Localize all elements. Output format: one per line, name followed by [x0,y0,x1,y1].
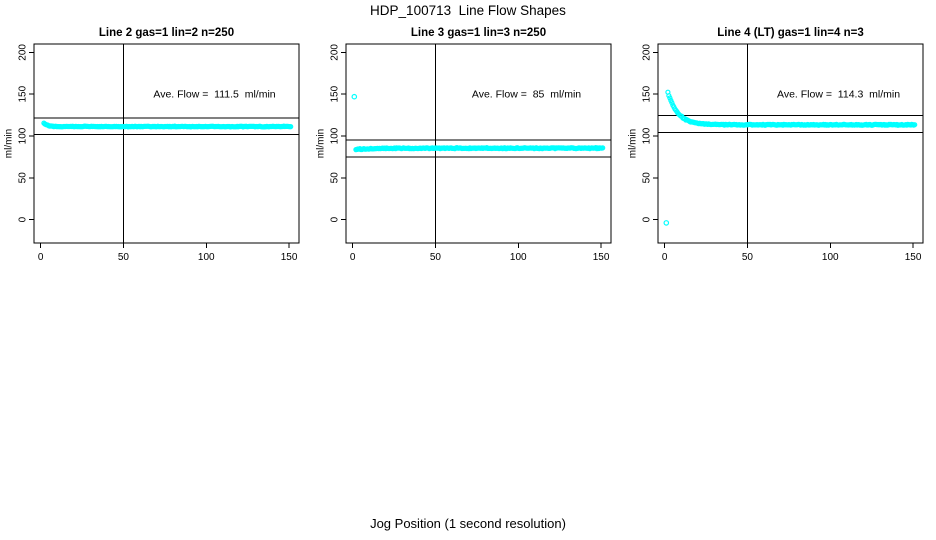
scatter-points [663,89,918,226]
panel-line3-chart: Line 3 gas=1 lin=3 n=250 0 50 100 150 0 50 100 1… [316,27,612,263]
ave-flow-annotation: Ave. Flow = 111.5 ml/min [153,89,275,101]
axes: 0 50 100 150 0 50 100 150 200 [642,44,922,263]
y-tick-label: 200 [330,44,341,61]
panel-line4: Line 4 (LT) gas=1 lin=4 n=3 0 50 100 150 0 50 1… [624,0,936,270]
y-tick-label: 50 [642,172,653,184]
plot-box [657,43,924,244]
y-tick-label: 50 [18,172,29,184]
reference-lines [658,44,923,243]
y-axis-label: ml/min [628,129,639,158]
x-tick-label: 50 [430,252,442,263]
y-tick-label: 0 [642,216,653,222]
y-tick-label: 150 [642,85,653,102]
x-tick-label: 100 [198,252,215,263]
axes: 0 50 100 150 0 50 100 150 200 [330,44,610,263]
ave-flow-annotation: Ave. Flow = 85 ml/min [472,89,581,101]
y-tick-label: 100 [330,127,341,144]
figure-title: HDP_100713 Line Flow Shapes [370,3,566,18]
x-tick-label: 0 [350,252,356,263]
x-tick-label: 0 [38,252,44,263]
y-tick-label: 0 [330,216,341,222]
panel-title: Line 4 (LT) gas=1 lin=4 n=3 [717,27,863,39]
axes: 0 50 100 150 0 50 100 150 200 [18,44,298,263]
panel-title: Line 3 gas=1 lin=3 n=250 [411,27,546,39]
y-tick-label: 200 [18,44,29,61]
x-tick-label: 0 [662,252,668,263]
x-tick-label: 150 [281,252,298,263]
plot-box [345,43,612,244]
x-tick-label: 100 [822,252,839,263]
y-tick-label: 50 [330,172,341,184]
reference-lines [346,44,611,243]
y-tick-label: 150 [18,85,29,102]
y-tick-label: 100 [642,127,653,144]
reference-lines [34,44,299,243]
x-tick-label: 50 [742,252,754,263]
x-tick-label: 50 [118,252,130,263]
y-axis-label: ml/min [4,129,15,158]
plot-box [33,43,300,244]
x-tick-label: 100 [510,252,527,263]
scatter-points [351,93,606,153]
y-tick-label: 200 [642,44,653,61]
x-tick-label: 150 [593,252,610,263]
panel-line4-chart: Line 4 (LT) gas=1 lin=4 n=3 0 50 100 150 0 50 1… [628,27,924,263]
scatter-points [41,120,294,130]
outlier-point [351,93,358,100]
y-tick-label: 0 [18,216,29,222]
y-tick-label: 150 [330,85,341,102]
panel-line2: Line 2 gas=1 lin=2 n=250 0 50 100 150 0 50 100 1… [0,0,312,270]
ave-flow-annotation: Ave. Flow = 114.3 ml/min [777,89,900,101]
x-axis-outer-label: Jog Position (1 second resolution) [370,516,566,531]
y-tick-label: 100 [18,127,29,144]
panel-line3: Line 3 gas=1 lin=3 n=250 0 50 100 150 0 50 100 1… [312,0,624,270]
panel-line2-chart: Line 2 gas=1 lin=2 n=250 0 50 100 150 0 50 100 1… [4,27,300,263]
panel-title: Line 2 gas=1 lin=2 n=250 [99,27,234,39]
outlier-point [663,220,670,226]
y-axis-label: ml/min [316,129,327,158]
x-tick-label: 150 [905,252,922,263]
